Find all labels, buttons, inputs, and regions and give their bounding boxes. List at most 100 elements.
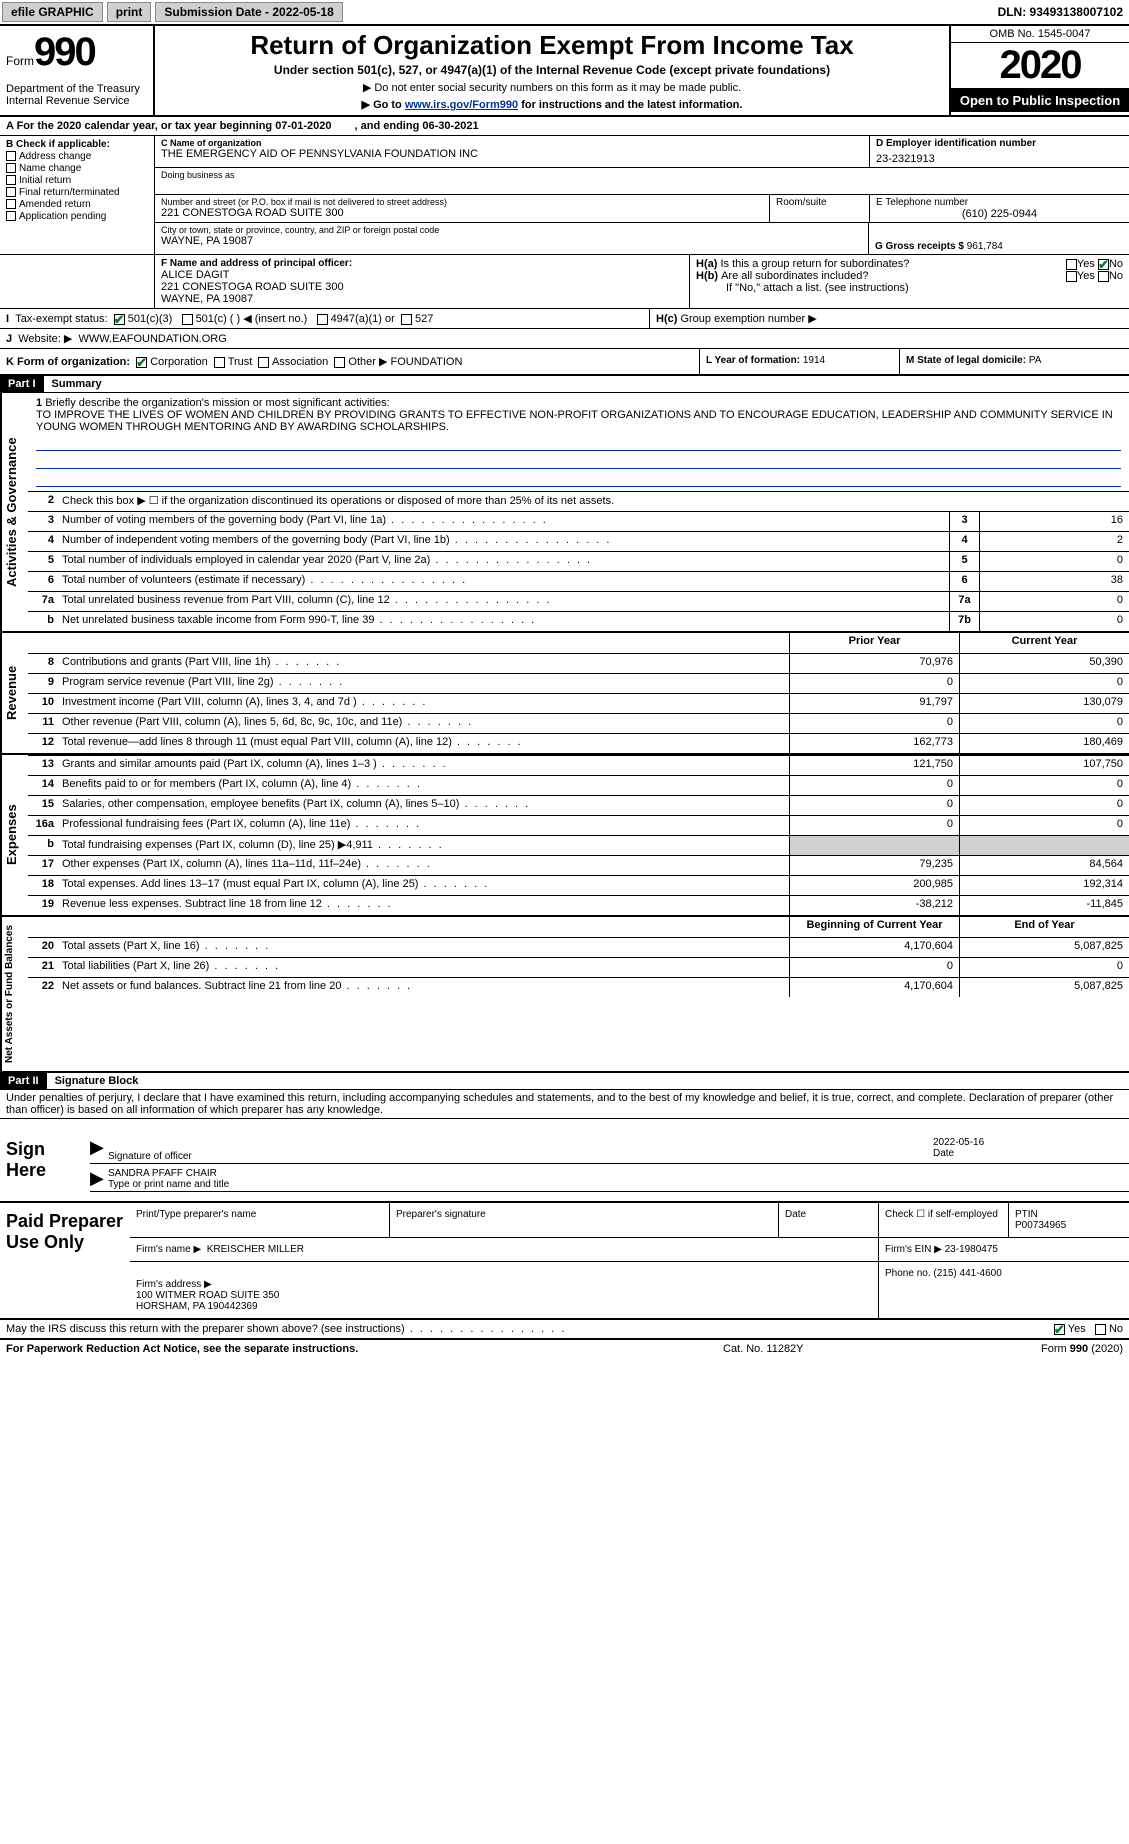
firm-ein-lbl: Firm's EIN ▶: [885, 1244, 942, 1255]
line-value: 16: [979, 512, 1129, 531]
line-text: Total number of volunteers (estimate if …: [58, 572, 949, 591]
top-bar: efile GRAPHIC print Submission Date - 20…: [0, 0, 1129, 26]
side-label-rev: Revenue: [0, 633, 28, 753]
chk-assoc[interactable]: [258, 357, 269, 368]
chk-ha-yes[interactable]: [1066, 259, 1077, 270]
i-row: I Tax-exempt status: 501(c)(3) 501(c) ( …: [0, 309, 1129, 329]
line-box: 7a: [949, 592, 979, 611]
chk-final[interactable]: [6, 187, 16, 197]
part2-badge: Part II: [0, 1073, 47, 1089]
lbl-address-change: Address change: [19, 151, 91, 162]
col-end-hdr: End of Year: [959, 917, 1129, 937]
line-text: Net unrelated business taxable income fr…: [58, 612, 949, 631]
chk-discuss-yes[interactable]: [1054, 1324, 1065, 1335]
chk-address-change[interactable]: [6, 151, 16, 161]
box-f-lbl: F Name and address of principal officer:: [161, 258, 683, 269]
side-label-net: Net Assets or Fund Balances: [0, 917, 28, 1071]
chk-name-change[interactable]: [6, 163, 16, 173]
prior-value: 200,985: [789, 876, 959, 895]
line-num: 4: [28, 532, 58, 551]
box-i-lbl: Tax-exempt status:: [15, 313, 107, 325]
print-button[interactable]: print: [107, 2, 152, 22]
street-address: 221 CONESTOGA ROAD SUITE 300: [161, 207, 763, 219]
col-prior-hdr: Prior Year: [789, 633, 959, 653]
line-num: 5: [28, 552, 58, 571]
lbl-other: Other ▶: [348, 356, 387, 368]
hb-note: If "No," attach a list. (see instruction…: [696, 282, 1123, 294]
form-year-box: OMB No. 1545-0047 2020 Open to Public In…: [949, 26, 1129, 115]
box-b: B Check if applicable: Address change Na…: [0, 136, 155, 254]
chk-527[interactable]: [401, 314, 412, 325]
line-value: 0: [979, 612, 1129, 631]
form-subtitle3: ▶ Go to www.irs.gov/Form990 for instruct…: [163, 98, 941, 111]
current-value: 130,079: [959, 694, 1129, 713]
sign-here-block: Sign Here ▶ Signature of officer 2022-05…: [0, 1119, 1129, 1203]
line-text: Number of voting members of the governin…: [58, 512, 949, 531]
current-value: [959, 836, 1129, 855]
line-value: 38: [979, 572, 1129, 591]
goto-pre: ▶ Go to: [362, 99, 405, 111]
j-row: J Website: ▶ WWW.EAFOUNDATION.ORG: [0, 329, 1129, 349]
hb-text: Are all subordinates included?: [721, 270, 1066, 282]
prep-name-lbl: Print/Type preparer's name: [130, 1203, 390, 1237]
line1-num: 1: [36, 397, 42, 409]
line-num: 8: [28, 654, 58, 673]
box-g-lbl: G Gross receipts $: [875, 241, 964, 252]
chk-trust[interactable]: [214, 357, 225, 368]
line-num: 12: [28, 734, 58, 753]
line-num: 20: [28, 938, 58, 957]
line-text: Contributions and grants (Part VIII, lin…: [58, 654, 789, 673]
prior-value: 0: [789, 796, 959, 815]
line-text: Investment income (Part VIII, column (A)…: [58, 694, 789, 713]
revenue-section: Revenue Prior Year Current Year 8 Contri…: [0, 633, 1129, 755]
chk-discuss-no[interactable]: [1095, 1324, 1106, 1335]
line-num: 9: [28, 674, 58, 693]
chk-hb-no[interactable]: [1098, 271, 1109, 282]
current-value: 0: [959, 958, 1129, 977]
form-number: 990: [34, 30, 95, 74]
line-text: Number of independent voting members of …: [58, 532, 949, 551]
footer-mid: Cat. No. 11282Y: [723, 1343, 923, 1355]
chk-app-pending[interactable]: [6, 211, 16, 221]
sig-arrow-icon: ▶: [90, 1137, 104, 1162]
sig-officer-cell: Signature of officer: [104, 1137, 929, 1162]
chk-501c3[interactable]: [114, 314, 125, 325]
line-value: 2: [979, 532, 1129, 551]
form-word: Form: [6, 54, 34, 68]
line-box: 3: [949, 512, 979, 531]
entity-grid: B Check if applicable: Address change Na…: [0, 136, 1129, 255]
prior-value: 4,170,604: [789, 938, 959, 957]
line-box: 4: [949, 532, 979, 551]
chk-initial[interactable]: [6, 175, 16, 185]
line-text: Net assets or fund balances. Subtract li…: [58, 978, 789, 997]
line-text: Total unrelated business revenue from Pa…: [58, 592, 949, 611]
firm-ein: 23-1980475: [945, 1244, 998, 1255]
chk-hb-yes[interactable]: [1066, 271, 1077, 282]
phone-value: (610) 225-0944: [876, 208, 1123, 220]
chk-4947[interactable]: [317, 314, 328, 325]
part2-header: Part II Signature Block: [0, 1073, 1129, 1090]
part1-title: Summary: [44, 376, 110, 392]
chk-other[interactable]: [334, 357, 345, 368]
prep-date-lbl: Date: [779, 1203, 879, 1237]
line-value: 0: [979, 592, 1129, 611]
footer-row: For Paperwork Reduction Act Notice, see …: [0, 1340, 1129, 1358]
chk-corp[interactable]: [136, 357, 147, 368]
firm-name-lbl: Firm's name ▶: [136, 1244, 201, 1255]
col-begin-hdr: Beginning of Current Year: [789, 917, 959, 937]
irs-link[interactable]: www.irs.gov/Form990: [405, 99, 518, 111]
firm-name: KREISCHER MILLER: [207, 1244, 304, 1255]
lbl-app-pending: Application pending: [19, 211, 106, 222]
sig-arrow-icon: ▶: [90, 1168, 104, 1190]
chk-ha-no[interactable]: [1098, 259, 1109, 270]
line-num: 22: [28, 978, 58, 997]
chk-501c[interactable]: [182, 314, 193, 325]
chk-amended[interactable]: [6, 199, 16, 209]
dba-lbl: Doing business as: [161, 170, 1123, 180]
period-text-b: , and ending 06-30-2021: [355, 120, 479, 132]
prior-value: 70,976: [789, 654, 959, 673]
current-value: 0: [959, 776, 1129, 795]
omb-number: OMB No. 1545-0047: [951, 26, 1129, 43]
open-public-badge: Open to Public Inspection: [951, 89, 1129, 112]
lbl-name-change: Name change: [19, 163, 81, 174]
